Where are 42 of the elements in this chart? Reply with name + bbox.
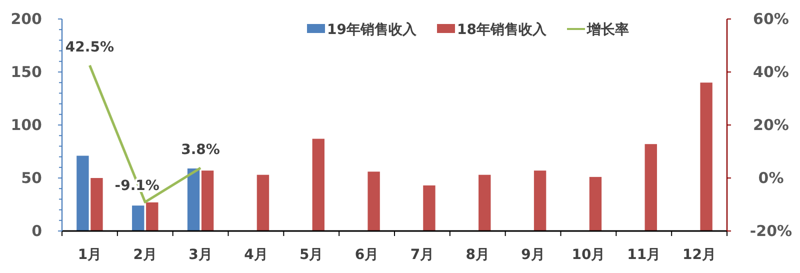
y-tick-label: 50 bbox=[21, 169, 42, 187]
y-tick-label: 150 bbox=[10, 63, 42, 81]
x-tick-label: 10月 bbox=[572, 247, 606, 263]
bar bbox=[187, 168, 200, 231]
data-label: 42.5% bbox=[65, 39, 114, 56]
legend-label: 18年销售收入 bbox=[457, 22, 548, 38]
x-tick-label: 6月 bbox=[354, 247, 379, 263]
x-tick-label: 11月 bbox=[627, 247, 661, 263]
x-tick-label: 5月 bbox=[300, 247, 324, 263]
bar bbox=[700, 82, 712, 231]
y2-tick-label: 0% bbox=[758, 169, 784, 187]
y2-tick-label: 20% bbox=[753, 116, 789, 134]
x-tick-label: 7月 bbox=[410, 247, 434, 263]
legend-label: 增长率 bbox=[586, 21, 629, 38]
bar bbox=[76, 156, 89, 231]
y2-tick-label: -20% bbox=[750, 222, 792, 240]
bar bbox=[146, 202, 158, 231]
x-tick-label: 9月 bbox=[521, 247, 545, 263]
x-tick-label: 8月 bbox=[466, 247, 490, 263]
legend-label: 19年销售收入 bbox=[327, 22, 418, 38]
bar bbox=[644, 144, 657, 231]
x-tick-label: 2月 bbox=[133, 247, 157, 263]
bar bbox=[589, 176, 602, 231]
y2-tick-label: 40% bbox=[753, 63, 789, 81]
bar bbox=[423, 185, 436, 231]
bar bbox=[478, 174, 491, 231]
x-tick-label: 3月 bbox=[188, 247, 212, 263]
y-tick-label: 0 bbox=[32, 222, 42, 240]
bar bbox=[132, 206, 144, 231]
x-tick-label: 4月 bbox=[244, 247, 268, 263]
bar bbox=[368, 172, 380, 231]
y-tick-label: 100 bbox=[10, 116, 42, 134]
bar bbox=[312, 138, 324, 231]
y2-tick-label: 60% bbox=[753, 10, 789, 28]
x-tick-label: 1月 bbox=[78, 247, 102, 263]
bar bbox=[90, 178, 103, 231]
bar bbox=[534, 170, 546, 231]
data-label: 3.8% bbox=[181, 142, 220, 158]
y-tick-label: 200 bbox=[10, 10, 42, 28]
bar bbox=[201, 170, 214, 231]
bar bbox=[256, 174, 270, 231]
x-tick-label: 12月 bbox=[682, 247, 716, 263]
